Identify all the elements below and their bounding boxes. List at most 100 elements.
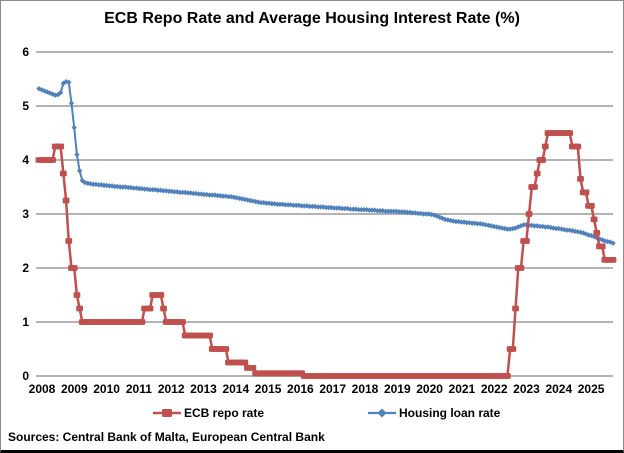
housing-loan-marker [583, 231, 589, 237]
housing-loan-marker [220, 193, 226, 199]
x-axis-label: 2024 [545, 382, 573, 396]
housing-loan-marker [564, 227, 570, 233]
y-axis-label: 0 [22, 369, 29, 383]
ecb-repo-marker [241, 359, 249, 366]
housing-loan-marker [455, 218, 462, 225]
housing-loan-marker [261, 199, 267, 206]
housing-loan-marker [214, 192, 221, 199]
x-axis-label: 2011 [125, 382, 152, 396]
ecb-repo-marker [206, 332, 213, 339]
housing-loan-marker [531, 223, 538, 229]
x-axis-label: 2023 [513, 382, 540, 396]
ecb-repo-marker [509, 346, 517, 352]
housing-loan-marker [57, 89, 64, 96]
ecb-repo-marker [62, 197, 70, 204]
housing-loan-marker [106, 183, 113, 189]
housing-loan-marker [529, 222, 535, 229]
housing-loan-marker [298, 203, 305, 209]
ecb-repo-marker [70, 265, 78, 271]
housing-loan-marker [182, 189, 188, 196]
ecb-repo-marker [517, 265, 525, 271]
housing-loan-marker [85, 180, 91, 186]
y-axis-label: 1 [22, 315, 29, 329]
housing-loan-marker [112, 183, 118, 190]
ecb-repo-marker [59, 170, 67, 177]
housing-loan-marker [474, 221, 481, 227]
ecb-repo-marker [577, 176, 584, 182]
x-axis-label: 2010 [93, 382, 120, 396]
x-axis-label: 2017 [319, 382, 347, 396]
housing-loan-marker [331, 205, 337, 211]
housing-loan-marker [409, 210, 416, 216]
housing-loan-marker [39, 87, 45, 93]
chart-title: ECB Repo Rate and Average Housing Intere… [104, 10, 520, 27]
housing-loan-marker [572, 228, 578, 234]
housing-loan-marker [120, 184, 126, 190]
x-axis-label: 2014 [222, 382, 250, 396]
housing-loan-marker [95, 182, 102, 188]
ecb-repo-marker [593, 230, 601, 236]
ecb-repo-marker [598, 243, 606, 250]
ecb-repo-marker [73, 292, 81, 298]
housing-loan-marker [101, 182, 107, 189]
ecb-repo-marker [76, 305, 84, 312]
housing-loan-marker [591, 233, 597, 240]
housing-loan-marker [52, 92, 58, 98]
x-axis-label: 2022 [480, 382, 508, 396]
housing-loan-marker [125, 184, 132, 191]
housing-loan-marker [342, 205, 348, 212]
housing-loan-marker [293, 202, 299, 209]
housing-loan-marker [166, 188, 172, 195]
housing-loan-marker [258, 199, 264, 206]
housing-loan-marker [469, 220, 475, 226]
housing-loan-marker [388, 208, 394, 214]
housing-loan-marker [285, 202, 291, 208]
housing-loan-marker [187, 190, 194, 196]
housing-loan-marker [309, 203, 316, 210]
housing-loan-marker [185, 190, 191, 196]
legend-label-housing-loan: Housing loan rate [399, 406, 501, 420]
housing-loan-marker [317, 204, 324, 210]
housing-loan-marker [74, 151, 80, 158]
ecb-repo-marker [157, 292, 165, 298]
legend-item-housing-loan: Housing loan rate [368, 406, 500, 420]
housing-loan-marker [225, 194, 232, 200]
housing-loan-marker [415, 210, 421, 217]
ecb-repo-marker [222, 346, 230, 352]
housing-loan-marker [236, 195, 243, 202]
ecb-repo-marker [574, 143, 582, 150]
housing-loan-marker [537, 223, 543, 230]
housing-loan-marker [401, 209, 408, 215]
housing-loan-marker [385, 208, 391, 214]
ecb-repo-marker [522, 238, 530, 244]
housing-loan-marker [569, 228, 576, 234]
housing-loan-marker [507, 226, 513, 232]
housing-loan-marker [122, 184, 129, 190]
housing-loan-marker [553, 225, 559, 232]
housing-loan-marker [55, 91, 61, 98]
ecb-repo-marker [582, 189, 590, 196]
x-axis-label: 2008 [28, 382, 56, 396]
ecb-repo-marker [49, 157, 56, 163]
x-axis-label: 2020 [416, 382, 443, 396]
ecb-repo-marker [504, 373, 511, 379]
housing-loan-marker [366, 207, 373, 213]
housing-loan-marker [323, 204, 329, 211]
housing-loan-marker [358, 206, 364, 213]
housing-loan-marker [177, 189, 183, 196]
housing-loan-marker [290, 202, 297, 209]
housing-loan-marker [350, 206, 356, 212]
housing-loan-marker [66, 79, 72, 85]
housing-loan-marker [426, 211, 432, 217]
ecb-repo-marker [179, 319, 186, 325]
housing-loan-marker [204, 191, 210, 198]
housing-loan-marker [404, 209, 410, 216]
ecb-repo-marker [590, 216, 598, 223]
housing-loan-marker [580, 230, 586, 236]
housing-loan-marker [141, 186, 148, 192]
housing-loan-marker [179, 189, 186, 196]
x-axis-label: 2016 [287, 382, 314, 396]
ecb-repo-marker [525, 211, 533, 217]
